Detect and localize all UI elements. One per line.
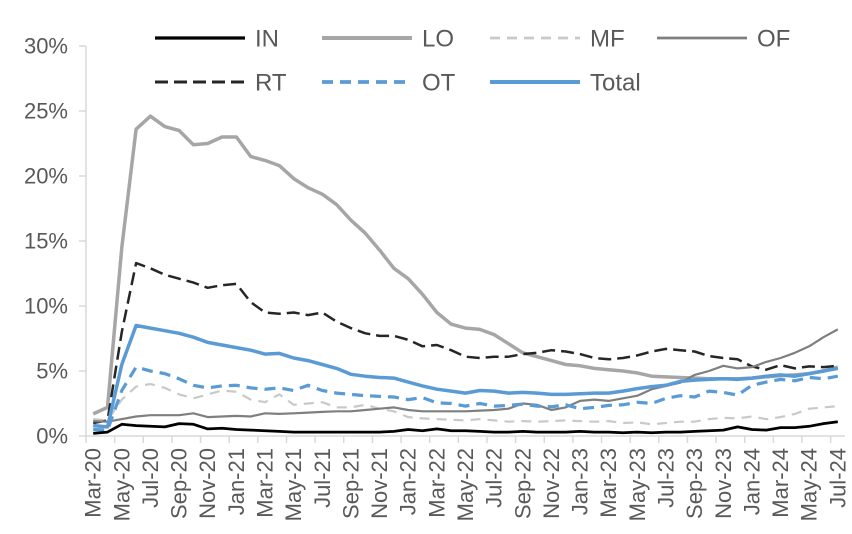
x-tick-label: Mar-20 bbox=[81, 448, 106, 518]
x-tick-label: Nov-23 bbox=[711, 448, 736, 519]
x-tick-label: May-20 bbox=[109, 448, 134, 521]
x-tick-label: May-22 bbox=[453, 448, 478, 521]
series-line-IN bbox=[93, 420, 838, 435]
legend-label-OT: OT bbox=[422, 70, 456, 97]
x-tick-label: Mar-23 bbox=[596, 448, 621, 518]
x-tick-label: Jan-21 bbox=[224, 448, 249, 515]
x-tick-label: Jul-24 bbox=[825, 448, 850, 508]
x-tick-label: Jul-23 bbox=[653, 448, 678, 508]
y-tick-label: 0% bbox=[36, 424, 68, 449]
x-tick-label: Sep-22 bbox=[510, 448, 535, 519]
legend-label-Total: Total bbox=[590, 70, 641, 97]
x-tick-label: Mar-21 bbox=[253, 448, 278, 518]
legend-label-LO: LO bbox=[422, 26, 454, 53]
x-tick-label: Sep-23 bbox=[682, 448, 707, 519]
y-tick-label: 5% bbox=[36, 359, 68, 384]
y-tick-label: 20% bbox=[24, 164, 68, 189]
series-line-MF bbox=[93, 382, 838, 426]
x-tick-label: Jul-22 bbox=[482, 448, 507, 508]
x-tick-label: Nov-21 bbox=[367, 448, 392, 519]
legend-label-MF: MF bbox=[590, 26, 625, 53]
y-tick-label: 15% bbox=[24, 229, 68, 254]
x-tick-label: Jan-24 bbox=[739, 448, 764, 515]
series-line-RT bbox=[92, 261, 838, 425]
series-line-LO bbox=[92, 114, 839, 416]
legend-label-IN: IN bbox=[255, 26, 279, 53]
series-line-OF bbox=[93, 328, 839, 423]
legend-label-OF: OF bbox=[757, 26, 790, 53]
x-tick-label: May-21 bbox=[281, 448, 306, 521]
x-tick-label: Jul-21 bbox=[310, 448, 335, 508]
y-tick-label: 10% bbox=[24, 294, 68, 319]
y-tick-label: 30% bbox=[24, 34, 68, 59]
y-tick-label: 25% bbox=[24, 99, 68, 124]
x-tick-label: Sep-21 bbox=[338, 448, 363, 519]
x-tick-label: Jan-22 bbox=[396, 448, 421, 515]
x-tick-label: Jan-23 bbox=[568, 448, 593, 515]
series-line-Total bbox=[93, 323, 839, 429]
x-tick-label: Sep-20 bbox=[167, 448, 192, 519]
x-tick-label: Jul-20 bbox=[138, 448, 163, 508]
series-line-OT bbox=[93, 365, 839, 432]
x-tick-label: Mar-24 bbox=[768, 448, 793, 518]
x-tick-label: Nov-20 bbox=[195, 448, 220, 519]
x-tick-label: Mar-22 bbox=[424, 448, 449, 518]
legend-label-RT: RT bbox=[255, 70, 287, 97]
x-tick-label: May-24 bbox=[797, 448, 822, 521]
x-tick-label: May-23 bbox=[625, 448, 650, 521]
x-tick-label: Nov-22 bbox=[539, 448, 564, 519]
